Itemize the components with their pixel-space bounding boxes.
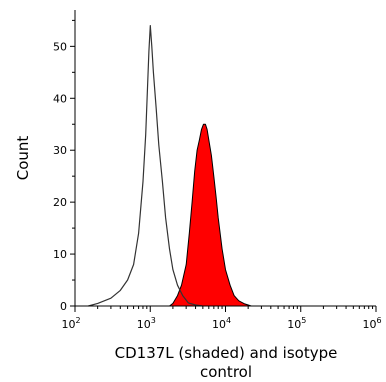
x-tick-label: 105 [287,316,306,331]
y-axis-label: Count [14,136,32,181]
x-ticks: 102 103 104 105 106 [61,306,382,331]
x-tick-label: 102 [61,316,80,331]
isotype-control-outline [88,25,203,307]
x-axis-label-line2: control [200,363,252,381]
x-tick-label: 103 [137,316,156,331]
y-ticks: 0 10 20 30 40 50 [53,19,75,313]
y-tick-label: 0 [60,300,67,313]
x-tick-label: 104 [212,316,231,331]
y-tick-label: 10 [53,248,67,261]
shaded-histogram [169,123,252,307]
series-layer [88,25,252,307]
y-tick-label: 20 [53,196,67,209]
y-tick-label: 30 [53,144,67,157]
y-tick-label: 50 [53,40,67,53]
y-tick-label: 40 [53,92,67,105]
x-tick-label: 106 [362,316,381,331]
x-axis-label-line1: CD137L (shaded) and isotype [115,344,338,362]
